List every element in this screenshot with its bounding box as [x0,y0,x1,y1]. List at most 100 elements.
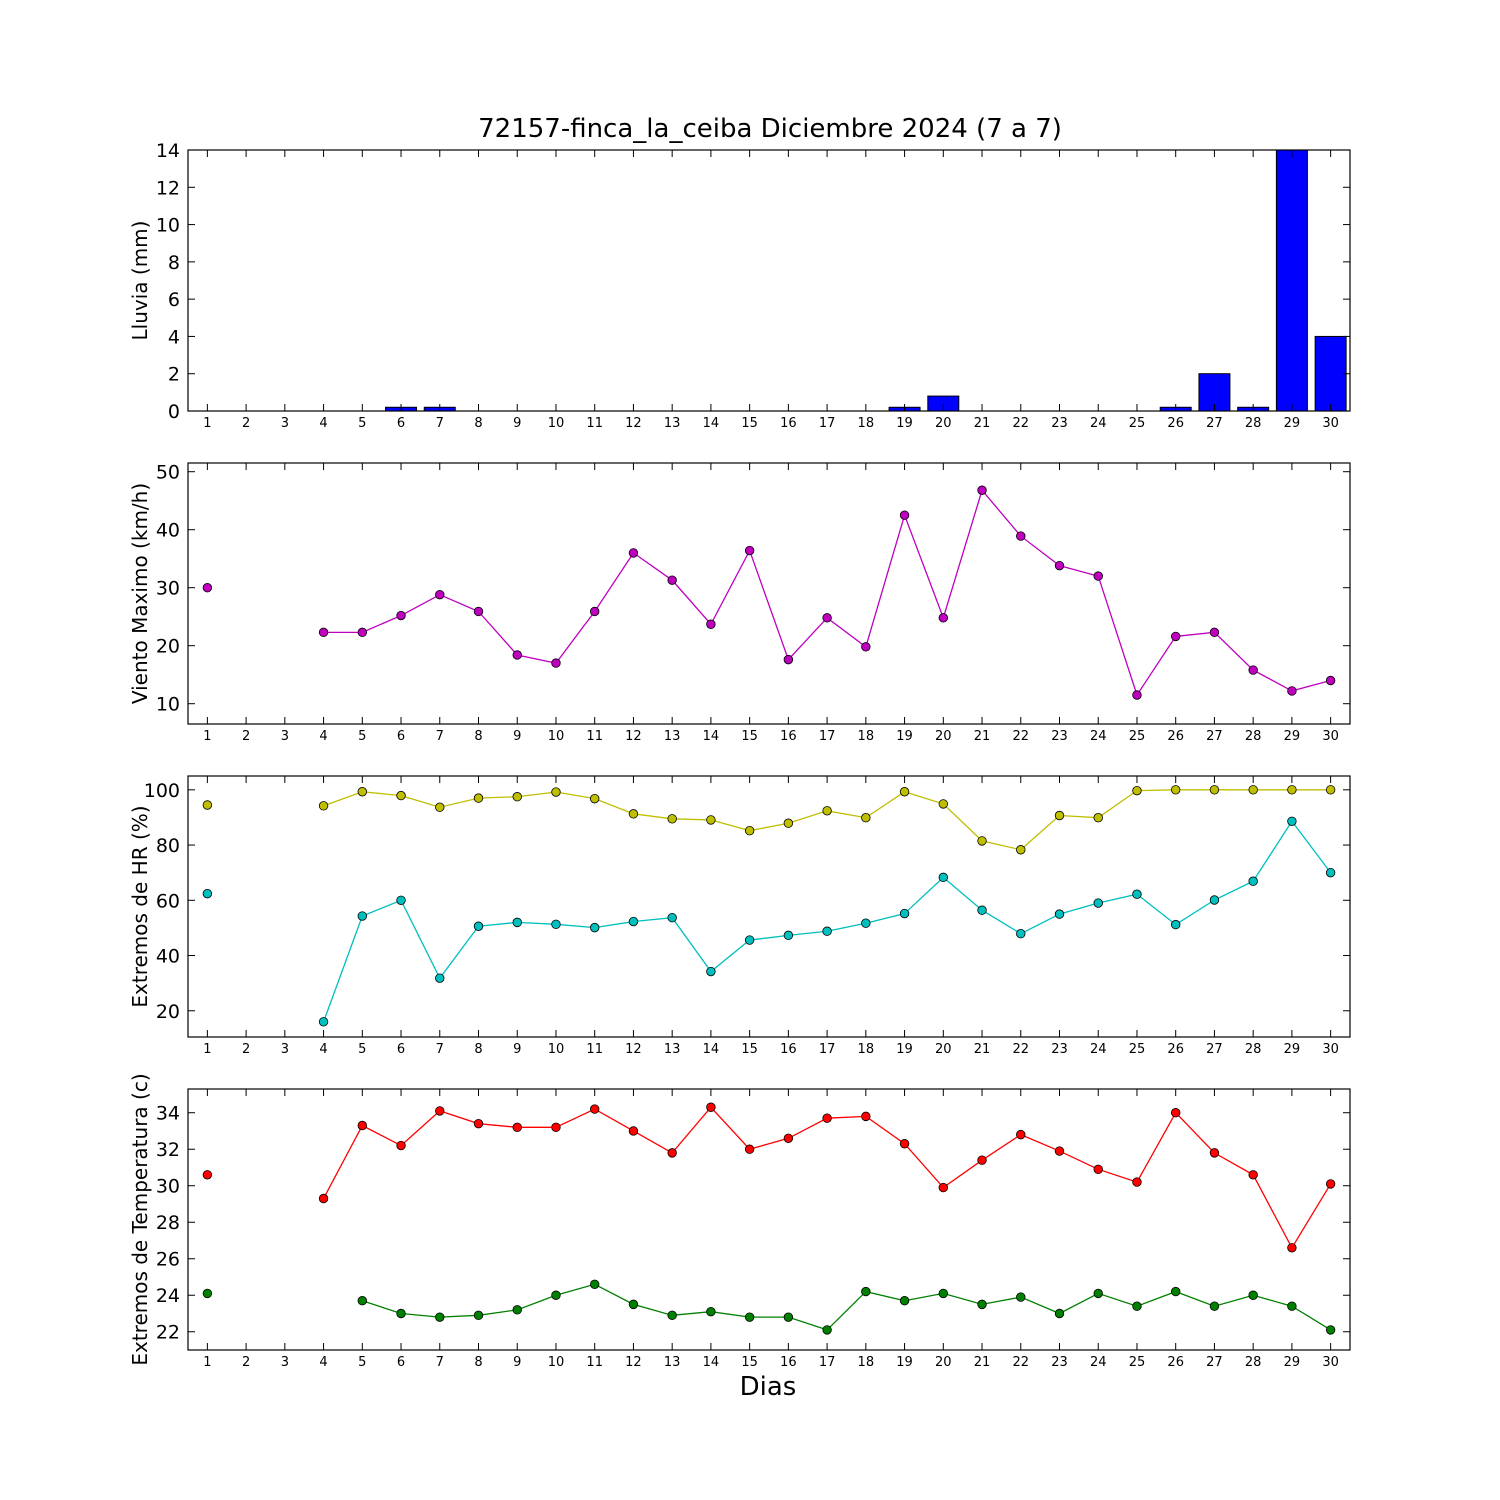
t-max-point [202,1170,213,1180]
hr-min-point [1093,898,1103,908]
y-tick-label: 80 [156,835,180,857]
x-tick-label: 8 [474,1042,482,1057]
y-tick-label: 22 [156,1322,180,1344]
x-tick-label: 24 [1090,1355,1107,1370]
x-tick-label: 6 [397,416,405,431]
x-tick-label: 2 [242,1042,250,1057]
y-tick-label: 28 [156,1212,180,1234]
wind-point [628,548,639,558]
hr-max-point [1054,810,1065,821]
wind-point [318,627,329,638]
x-tick-label: 9 [513,416,521,431]
hr-min-point [357,911,368,921]
hr-max-point [357,787,368,797]
y-tick-label: 26 [156,1249,180,1271]
t-max-point [1170,1108,1181,1118]
wind-point [202,583,213,593]
wind-point [1054,560,1065,571]
t-max-point [1248,1170,1258,1180]
y-tick-label: 34 [156,1103,180,1125]
t-max-point [1054,1146,1065,1156]
x-tick-label: 7 [436,416,444,431]
t-min-point [667,1310,677,1321]
x-tick-label: 22 [1012,1355,1029,1370]
x-tick-label: 23 [1051,1355,1068,1370]
y-axis-label: Viento Maximo (km/h) [128,483,152,704]
x-tick-label: 30 [1322,416,1339,431]
x-tick-label: 11 [586,1355,603,1370]
x-tick-label: 29 [1284,1355,1301,1370]
t-max-point [551,1122,561,1133]
hr-max-point [706,815,716,825]
t-max-point [628,1126,639,1136]
x-tick-label: 24 [1090,1042,1107,1057]
hr-min-point [1016,929,1026,939]
hr-min-point [435,973,445,983]
x-tick-label: 16 [780,1355,797,1370]
x-tick-label: 17 [819,416,836,431]
x-tick-label: 10 [548,729,565,744]
hr-min-point [628,916,639,927]
x-tick-label: 1 [203,1355,211,1370]
hr-max-point [628,809,639,819]
wind-point [1170,631,1181,642]
y-tick-label: 40 [156,520,180,542]
x-tick-label: 30 [1322,729,1339,744]
rain-bar [1314,335,1347,412]
x-tick-label: 7 [436,729,444,744]
t-max-point [1132,1177,1142,1187]
x-tick-label: 19 [896,1355,913,1370]
x-tick-label: 19 [896,416,913,431]
y-tick-label: 40 [156,946,180,968]
wind-point [667,575,677,585]
x-tick-label: 14 [703,1042,720,1057]
t-min-point [202,1288,213,1299]
y-tick-label: 32 [156,1139,180,1161]
x-tick-label: 13 [664,416,681,431]
x-tick-label: 1 [203,416,211,431]
hr-min-point [1132,889,1142,899]
x-tick-label: 26 [1167,1355,1184,1370]
t-max-point [396,1140,406,1151]
x-tick-label: 9 [513,1355,521,1370]
x-tick-label: 17 [819,1355,836,1370]
t-min-point [435,1312,445,1322]
wind-point [861,642,871,652]
t-min-point [396,1308,406,1319]
x-tick-label: 29 [1284,416,1301,431]
t-min-point [551,1290,561,1300]
x-tick-label: 25 [1129,1042,1146,1057]
t-max-point [667,1148,677,1158]
hr-min-point [1054,909,1065,919]
x-tick-label: 26 [1167,729,1184,744]
t-max-point [783,1133,794,1143]
x-tick-label: 5 [358,1355,366,1370]
x-tick-label: 16 [780,729,797,744]
hr-min-point [396,895,406,905]
y-tick-label: 4 [168,326,180,348]
wind-point [822,613,832,623]
wind-point [1093,571,1103,581]
x-tick-label: 12 [625,416,642,431]
x-tick-label: 3 [281,1042,289,1057]
x-tick-label: 21 [974,1355,991,1370]
wind-point [357,627,368,638]
wind-line [323,488,1331,697]
x-tick-label: 10 [548,1042,565,1057]
hr-min-point [1248,876,1258,886]
t-max-point [1287,1243,1297,1253]
axes-frame [187,775,1351,1038]
x-tick-label: 25 [1129,729,1146,744]
t-min-point [590,1279,600,1289]
x-tick-label: 9 [513,1042,521,1057]
t-min-point [1132,1301,1142,1311]
hr-min-point [977,905,987,915]
t-min-point [357,1296,368,1306]
hr-min-line [322,820,1332,1023]
x-tick-label: 14 [703,416,720,431]
hr-min-point [590,922,600,933]
t-max-point [977,1155,987,1165]
axes-frame [187,1088,1351,1351]
wind-point [899,510,910,520]
